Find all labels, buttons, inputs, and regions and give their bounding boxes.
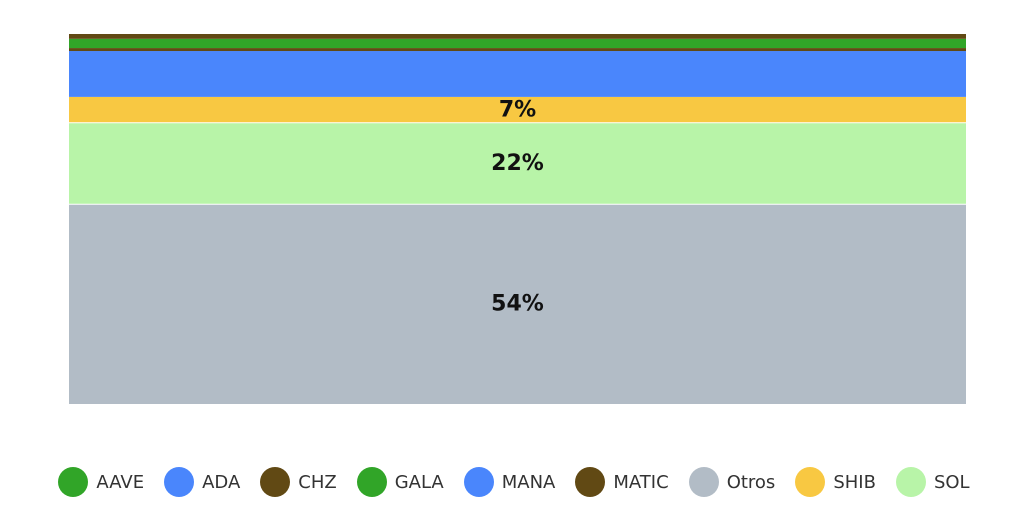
segment-labels: 54% 22% 7% <box>491 97 544 316</box>
legend-item-otros[interactable]: Otros <box>688 467 784 497</box>
legend-label: MATIC <box>613 471 669 493</box>
legend-item-sol[interactable]: SOL <box>895 467 978 497</box>
legend-swatch-icon <box>795 467 826 497</box>
legend-swatch-icon <box>895 467 926 497</box>
legend-swatch-icon <box>575 467 606 497</box>
legend-swatch-icon <box>164 467 195 497</box>
legend-label: CHZ <box>298 471 337 493</box>
legend-label: AAVE <box>96 471 145 493</box>
data-label-otros: 54% <box>491 292 544 317</box>
legend-item-mana[interactable]: MANA <box>463 467 564 497</box>
bar-segment-sol <box>69 122 966 205</box>
legend-label: ADA <box>202 471 241 493</box>
legend-item-ada[interactable]: ADA <box>164 467 248 497</box>
legend-item-chz[interactable]: CHZ <box>260 467 344 497</box>
bar-segments <box>69 34 966 404</box>
data-label-shib: 7% <box>499 97 536 122</box>
legend-label: MANA <box>501 471 556 493</box>
legend-item-shib[interactable]: SHIB <box>795 467 884 497</box>
bar-segment-otros <box>69 204 966 404</box>
legend-item-gala[interactable]: GALA <box>356 467 452 497</box>
legend-label: GALA <box>394 471 444 493</box>
data-label-sol: 22% <box>491 151 544 176</box>
bar-segment-shib <box>69 96 966 123</box>
bar-segment-chz <box>69 34 966 39</box>
legend-label: SOL <box>933 471 970 493</box>
legend-item-aave[interactable]: AAVE <box>58 467 152 497</box>
legend-swatch-icon <box>463 467 494 497</box>
legend-item-matic[interactable]: MATIC <box>575 467 676 497</box>
bar-segment-matic <box>69 48 966 52</box>
legend-swatch-icon <box>356 467 387 497</box>
chart-legend: AAVE ADA CHZ GALA MANA MATIC Otros SHIB SOL <box>0 462 1036 502</box>
bar-segment-gala <box>69 38 966 49</box>
legend-label: Otros <box>726 471 776 493</box>
legend-label: SHIB <box>833 471 876 493</box>
legend-swatch-icon <box>260 467 291 497</box>
legend-swatch-icon <box>58 467 89 497</box>
bar-segment-mana <box>69 51 966 97</box>
legend-swatch-icon <box>688 467 719 497</box>
stacked-bar-chart: 54% 22% 7% <box>69 34 966 404</box>
